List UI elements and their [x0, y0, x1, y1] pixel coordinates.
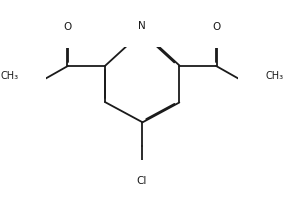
Text: CH₃: CH₃ [0, 71, 18, 81]
Text: CH₃: CH₃ [266, 71, 284, 81]
Text: O: O [22, 81, 31, 91]
Text: O: O [253, 81, 262, 91]
Text: N: N [138, 21, 146, 31]
Text: O: O [64, 22, 72, 32]
Text: O: O [212, 22, 220, 32]
Text: Cl: Cl [137, 176, 147, 186]
